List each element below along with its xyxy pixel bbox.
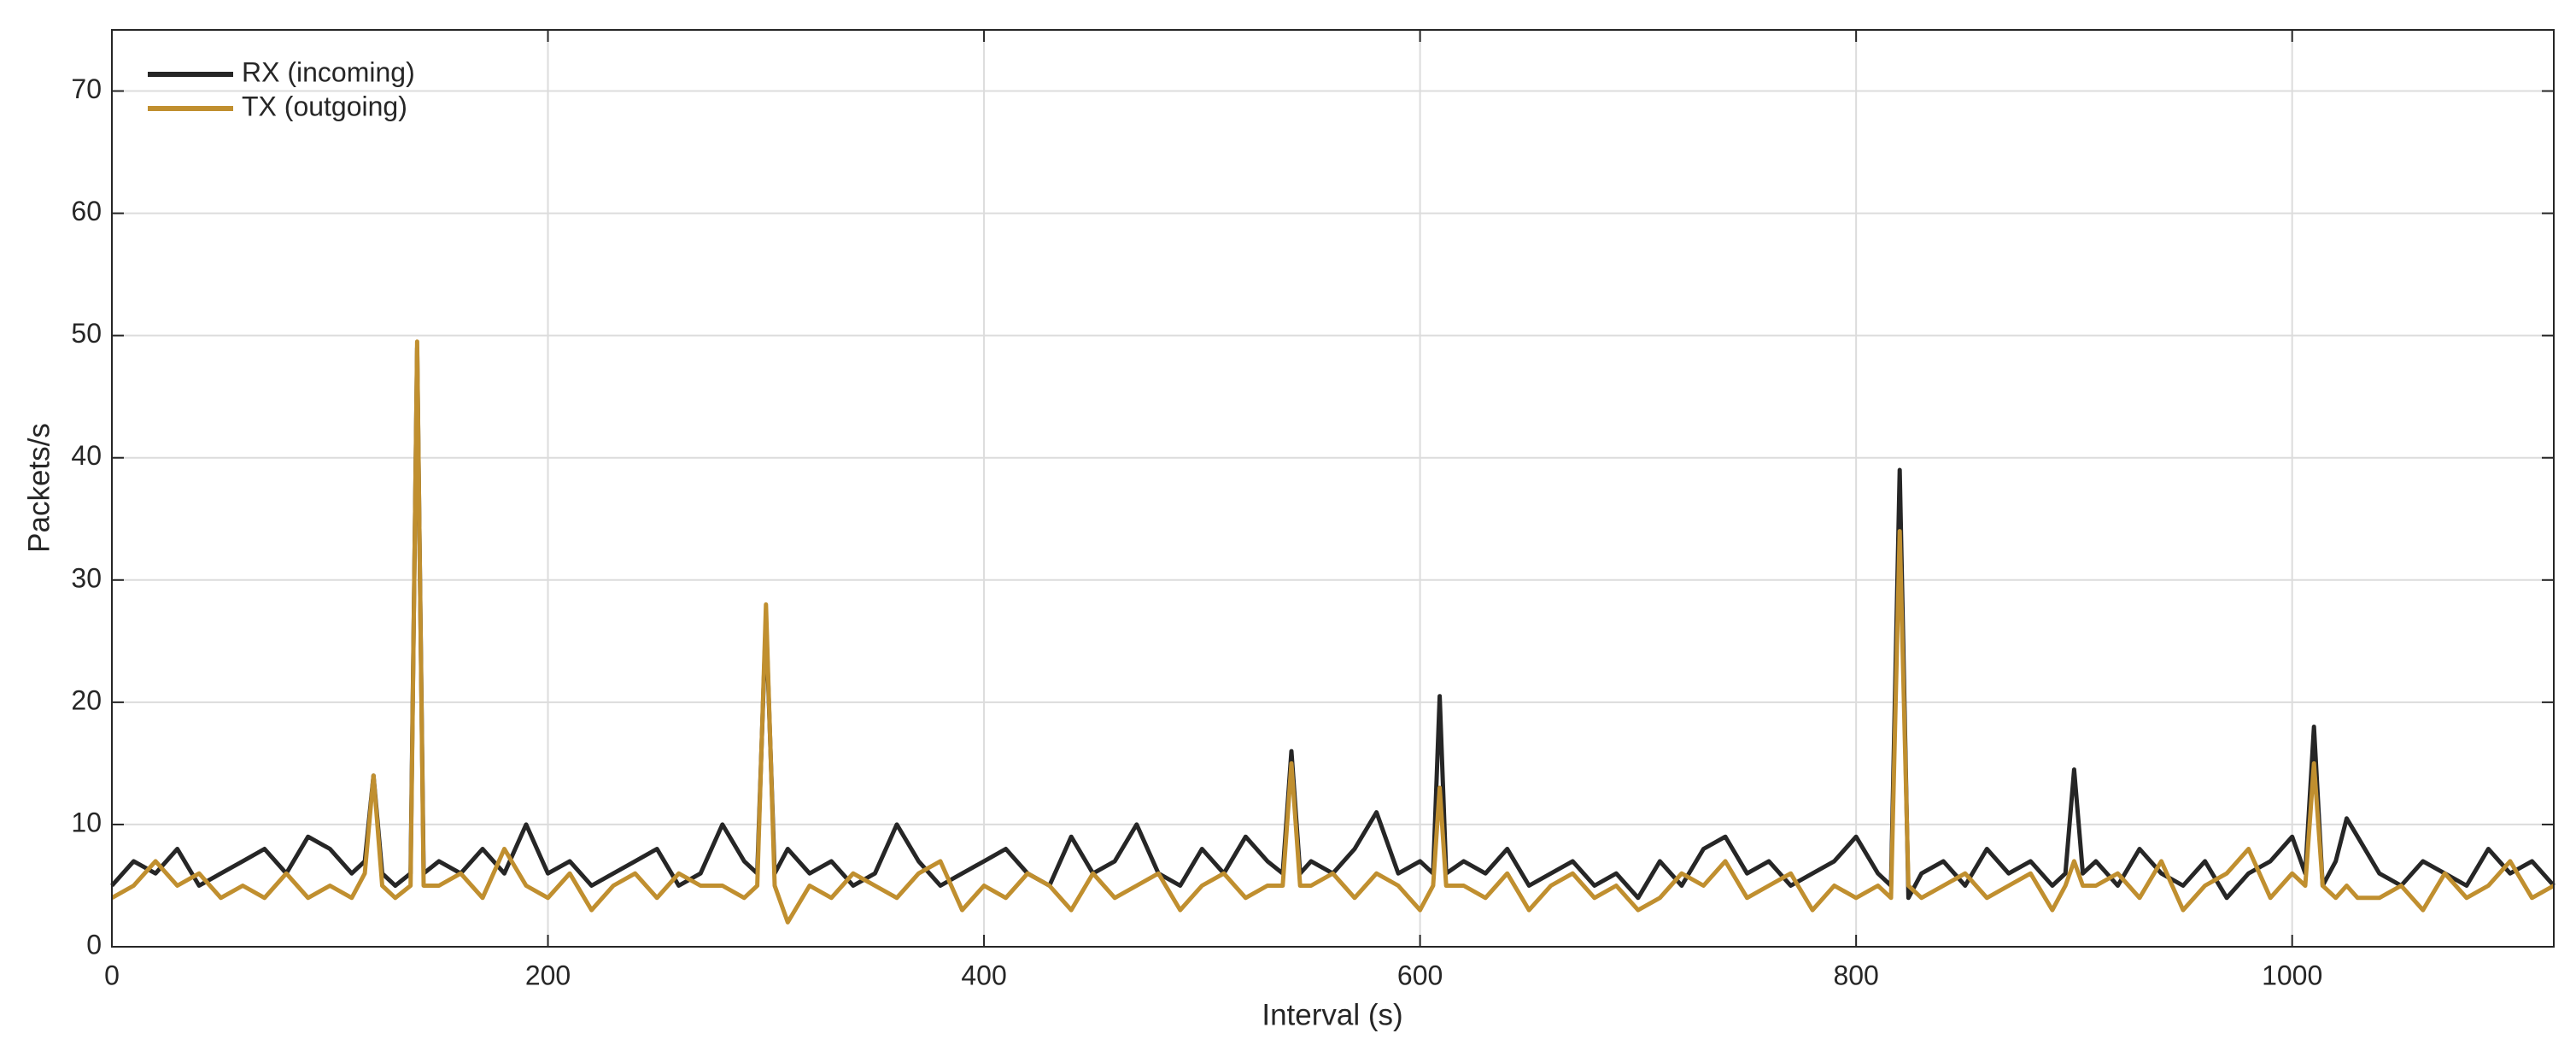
y-tick-label: 30: [71, 562, 102, 593]
y-tick-label: 40: [71, 440, 102, 471]
y-tick-label: 60: [71, 196, 102, 226]
series-line: [110, 345, 2556, 901]
y-tick-label: 20: [71, 684, 102, 715]
y-tick-label: 0: [86, 929, 102, 960]
y-tick-label: 70: [71, 73, 102, 104]
legend-label: RX (incoming): [242, 56, 415, 87]
y-tick-label: 10: [71, 807, 102, 837]
x-tick-label: 600: [1397, 960, 1443, 990]
series-line: [110, 339, 2556, 925]
plot-frame: [111, 29, 2555, 948]
y-tick-label: 50: [71, 318, 102, 349]
x-tick-label: 400: [961, 960, 1006, 990]
x-tick-label: 0: [104, 960, 120, 990]
x-tick-label: 800: [1833, 960, 1878, 990]
x-tick-label: 1000: [2262, 960, 2322, 990]
x-axis-label: Interval (s): [1262, 998, 1402, 1031]
legend-label: TX (outgoing): [242, 91, 407, 121]
x-tick-label: 200: [525, 960, 571, 990]
y-axis-label: Packets/s: [22, 423, 56, 553]
